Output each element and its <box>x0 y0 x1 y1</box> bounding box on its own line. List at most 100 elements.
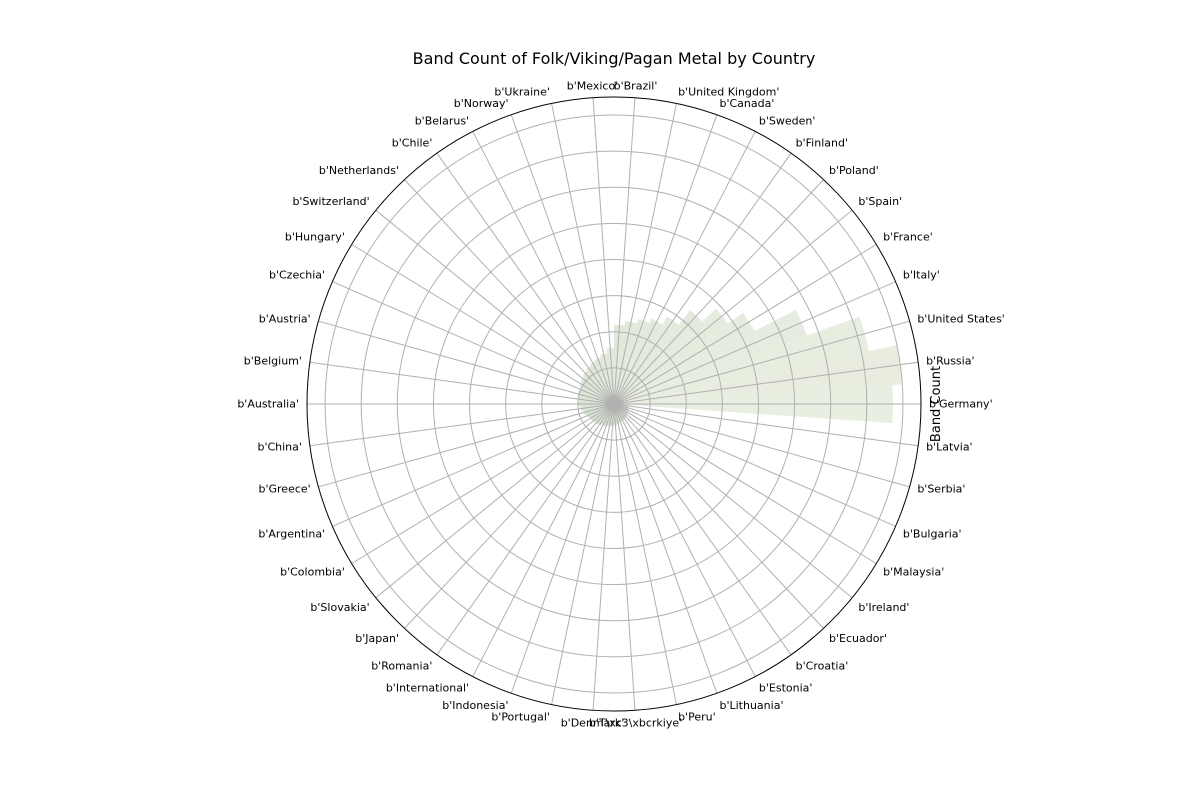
category-label-30: b'Romania' <box>371 659 432 672</box>
category-label-35: b'T\xc3\xbcrkiye' <box>589 716 682 729</box>
grid-spoke-16 <box>436 152 615 405</box>
bar-12 <box>606 348 614 404</box>
grid-spoke-31 <box>472 403 615 677</box>
grid-spoke-24 <box>309 403 615 447</box>
category-label-37: b'Lithuania' <box>719 699 783 712</box>
category-label-13: b'Ukraine' <box>494 86 550 99</box>
grid-spoke-14 <box>510 114 615 405</box>
bar-21 <box>577 391 614 404</box>
grid-spoke-35 <box>613 403 636 711</box>
bar-9 <box>614 318 650 404</box>
grid-spoke-13 <box>551 103 615 405</box>
grid-spoke-22 <box>309 361 615 405</box>
category-label-41: b'Ireland' <box>858 601 909 614</box>
category-label-7: b'Finland' <box>796 137 848 150</box>
bar-8 <box>614 318 663 404</box>
bar-10 <box>614 321 637 404</box>
category-label-5: b'Spain' <box>858 195 902 208</box>
grid-spoke-18 <box>375 209 615 405</box>
category-label-27: b'Colombia' <box>280 566 345 579</box>
category-label-38: b'Estonia' <box>759 682 813 695</box>
category-label-11: b'Brazil' <box>614 80 658 93</box>
bar-4 <box>614 312 755 404</box>
grid-spoke-20 <box>332 281 615 405</box>
category-label-40: b'Ecuador' <box>829 632 887 645</box>
category-label-2: b'United States' <box>917 313 1005 326</box>
category-label-10: b'United Kingdom' <box>678 86 779 99</box>
category-label-0: b'Germany' <box>929 398 993 411</box>
category-label-23: b'Australia' <box>237 398 299 411</box>
category-label-3: b'Italy' <box>903 269 940 282</box>
grid-spoke-17 <box>404 179 615 405</box>
category-label-21: b'Austria' <box>259 313 311 326</box>
category-label-19: b'Hungary' <box>285 230 345 243</box>
category-label-25: b'Greece' <box>258 482 310 495</box>
grid-spoke-3 <box>613 281 896 405</box>
grid-spoke-40 <box>613 403 824 629</box>
category-label-29: b'Japan' <box>355 632 399 645</box>
polar-frame <box>306 96 922 712</box>
category-label-36: b'Peru' <box>678 710 716 723</box>
category-label-15: b'Belarus' <box>415 114 469 127</box>
grid-spoke-37 <box>613 403 718 694</box>
grid-spoke-43 <box>613 403 896 527</box>
bar-24 <box>580 404 614 411</box>
category-label-20: b'Czechia' <box>269 269 325 282</box>
bar-7 <box>614 316 679 404</box>
grid-spoke-10 <box>613 103 677 405</box>
bar-2 <box>614 316 870 404</box>
bar-14 <box>594 357 614 404</box>
bar-1 <box>614 345 902 404</box>
bar-22 <box>578 396 614 404</box>
category-label-12: b'Mexico' <box>567 80 618 93</box>
grid-spoke-2 <box>613 320 910 405</box>
category-label-22: b'Belgium' <box>244 355 302 368</box>
grid-spoke-41 <box>613 403 853 599</box>
category-label-33: b'Portugal' <box>491 710 550 723</box>
category-label-8: b'Sweden' <box>759 114 816 127</box>
grid-spoke-21 <box>318 320 615 405</box>
grid-spoke-30 <box>436 403 615 656</box>
grid-spoke-29 <box>404 403 615 629</box>
category-label-17: b'Netherlands' <box>319 164 399 177</box>
grid-spoke-7 <box>613 152 792 405</box>
grid-spoke-11 <box>613 97 636 405</box>
category-label-32: b'Indonesia' <box>442 699 508 712</box>
grid-spoke-8 <box>613 131 756 405</box>
category-label-18: b'Switzerland' <box>292 195 369 208</box>
bar-13 <box>600 353 614 404</box>
grid-spoke-34 <box>592 403 615 711</box>
grid-spoke-5 <box>613 209 853 405</box>
category-label-43: b'Bulgaria' <box>903 528 962 541</box>
category-label-28: b'Slovakia' <box>310 601 369 614</box>
category-label-1: b'Russia' <box>926 355 974 368</box>
grid-spoke-12 <box>592 97 615 405</box>
category-label-26: b'Argentina' <box>258 528 325 541</box>
chart-title: Band Count of Folk/Viking/Pagan Metal by… <box>413 49 816 68</box>
polar-grid <box>307 97 921 711</box>
grid-spoke-32 <box>510 403 615 694</box>
bar-11 <box>614 324 625 404</box>
grid-spoke-1 <box>613 361 919 405</box>
grid-spoke-39 <box>613 403 792 656</box>
category-label-42: b'Malaysia' <box>883 566 944 579</box>
grid-spoke-45 <box>613 403 919 447</box>
grid-spoke-19 <box>351 244 615 405</box>
category-label-14: b'Norway' <box>454 97 509 110</box>
grid-spoke-36 <box>613 403 677 705</box>
bars-layer <box>577 308 902 427</box>
grid-spoke-6 <box>613 179 824 405</box>
grid-spoke-9 <box>613 114 718 405</box>
category-label-24: b'China' <box>257 440 301 453</box>
category-label-31: b'International' <box>386 682 469 695</box>
category-label-44: b'Serbia' <box>917 482 965 495</box>
grid-spoke-26 <box>332 403 615 527</box>
grid-spoke-33 <box>551 403 615 705</box>
y-axis-label: Band Count <box>929 366 944 442</box>
bar-3 <box>614 309 807 404</box>
grid-spoke-28 <box>375 403 615 599</box>
category-label-9: b'Canada' <box>719 97 774 110</box>
grid-spoke-44 <box>613 403 910 488</box>
category-label-34: b'Denmark' <box>561 716 625 729</box>
grid-spoke-42 <box>613 403 877 564</box>
